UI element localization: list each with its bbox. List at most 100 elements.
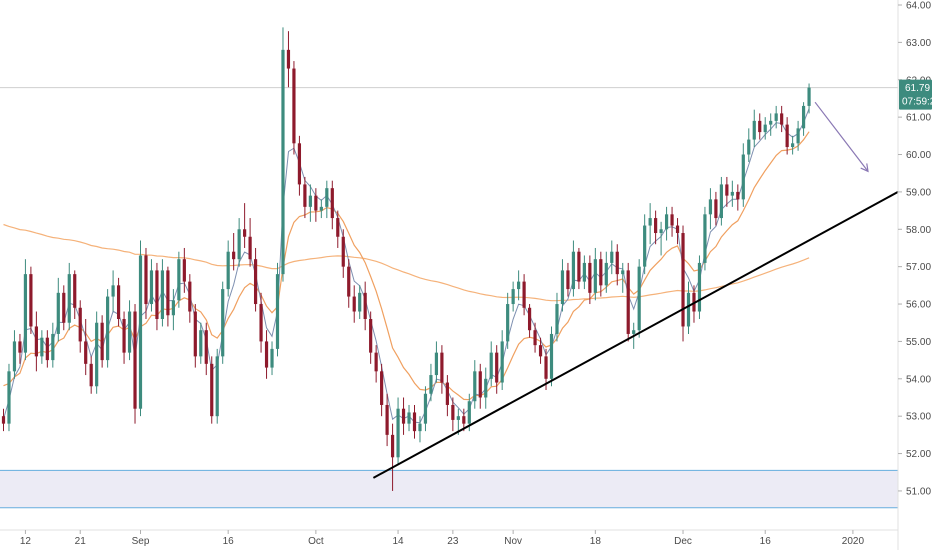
candle-body bbox=[632, 330, 636, 334]
candle bbox=[555, 292, 559, 342]
candle bbox=[106, 289, 110, 368]
candle bbox=[347, 259, 351, 308]
drawing-layer bbox=[372, 101, 899, 479]
candle bbox=[193, 304, 197, 368]
candle bbox=[506, 292, 510, 349]
candle bbox=[807, 83, 811, 114]
candle bbox=[549, 326, 554, 387]
candle bbox=[604, 251, 608, 293]
time-tick-label: 16 bbox=[760, 536, 772, 547]
candle-body bbox=[769, 120, 773, 125]
candle-body bbox=[73, 274, 77, 308]
candle bbox=[7, 363, 11, 432]
price-tick-label: 53.00 bbox=[906, 412, 931, 423]
candle-body bbox=[116, 285, 121, 319]
candle-body bbox=[643, 225, 647, 267]
candle bbox=[577, 247, 581, 290]
candle bbox=[626, 262, 630, 342]
candle bbox=[747, 128, 751, 162]
candle-body bbox=[599, 259, 603, 286]
candle bbox=[95, 311, 99, 394]
candle-body bbox=[610, 251, 614, 263]
candle bbox=[511, 281, 515, 312]
candle-body bbox=[456, 416, 460, 420]
time-axis[interactable]: 12 21 Sep 16 Oct 14 23 Nov 18 Dec 16 2020 bbox=[0, 529, 898, 547]
candle bbox=[599, 251, 603, 297]
candle-body bbox=[582, 262, 586, 282]
candle-body bbox=[621, 270, 625, 275]
candle-body bbox=[12, 341, 17, 372]
candle bbox=[160, 259, 165, 327]
candle-body bbox=[84, 341, 88, 364]
candle bbox=[478, 363, 482, 409]
candle-body bbox=[215, 356, 219, 417]
candle bbox=[445, 375, 449, 417]
candle-body bbox=[1, 416, 6, 424]
candle-body bbox=[654, 218, 658, 234]
candle bbox=[566, 262, 570, 297]
candle-body bbox=[341, 236, 345, 267]
price-tick-label: 56.00 bbox=[906, 300, 931, 311]
candle-body bbox=[286, 49, 291, 69]
candle-body bbox=[336, 218, 340, 237]
candle bbox=[401, 397, 406, 435]
candle bbox=[275, 262, 280, 357]
candle-body bbox=[747, 139, 751, 155]
candle-body bbox=[423, 393, 428, 424]
candle-body bbox=[544, 356, 548, 379]
candle bbox=[686, 281, 691, 334]
candle bbox=[127, 300, 132, 361]
candle-body bbox=[648, 218, 652, 226]
candle bbox=[621, 262, 625, 293]
candle bbox=[582, 255, 586, 290]
candle-body bbox=[429, 375, 433, 394]
candle bbox=[560, 259, 565, 312]
candle bbox=[171, 289, 175, 331]
candle-body bbox=[412, 412, 417, 432]
candle bbox=[166, 266, 170, 327]
candle-body bbox=[714, 199, 718, 219]
candle bbox=[703, 206, 707, 271]
candle bbox=[51, 322, 55, 368]
price-tick-label: 64.00 bbox=[906, 1, 931, 12]
candle bbox=[390, 423, 395, 491]
candle-body bbox=[330, 188, 334, 219]
candle-body bbox=[308, 195, 312, 207]
candle-body bbox=[467, 401, 471, 424]
candle bbox=[637, 259, 641, 338]
time-tick-label: 16 bbox=[223, 536, 235, 547]
candle bbox=[330, 180, 334, 230]
candle bbox=[84, 318, 88, 376]
candle-body bbox=[401, 408, 406, 424]
candle-body bbox=[177, 259, 181, 301]
candle bbox=[675, 218, 680, 245]
candle-body bbox=[670, 214, 674, 226]
candle bbox=[714, 191, 718, 226]
candle-body bbox=[182, 259, 186, 282]
candle-body bbox=[533, 330, 537, 346]
candle bbox=[664, 206, 669, 241]
candle bbox=[369, 311, 373, 364]
projection-arrow-head bbox=[860, 163, 869, 173]
candle bbox=[286, 31, 291, 88]
candle-body bbox=[736, 191, 740, 200]
candle-body bbox=[440, 352, 444, 383]
candle bbox=[56, 277, 60, 342]
candle bbox=[18, 333, 22, 364]
time-tick-label: 23 bbox=[447, 536, 459, 547]
candle bbox=[341, 229, 345, 278]
candle-body bbox=[418, 423, 422, 432]
candle-body bbox=[495, 352, 499, 383]
moving-average-long bbox=[3, 223, 810, 302]
candle bbox=[752, 109, 756, 148]
price-tick-label: 54.00 bbox=[906, 374, 931, 385]
candle bbox=[319, 199, 323, 219]
candle-body bbox=[473, 371, 477, 402]
candle bbox=[73, 270, 77, 319]
candle-body bbox=[133, 311, 137, 409]
last-price-label: 61.79 bbox=[905, 83, 930, 94]
candle-body bbox=[210, 363, 214, 417]
candle bbox=[325, 180, 329, 219]
price-tick-label: 52.00 bbox=[906, 449, 931, 460]
